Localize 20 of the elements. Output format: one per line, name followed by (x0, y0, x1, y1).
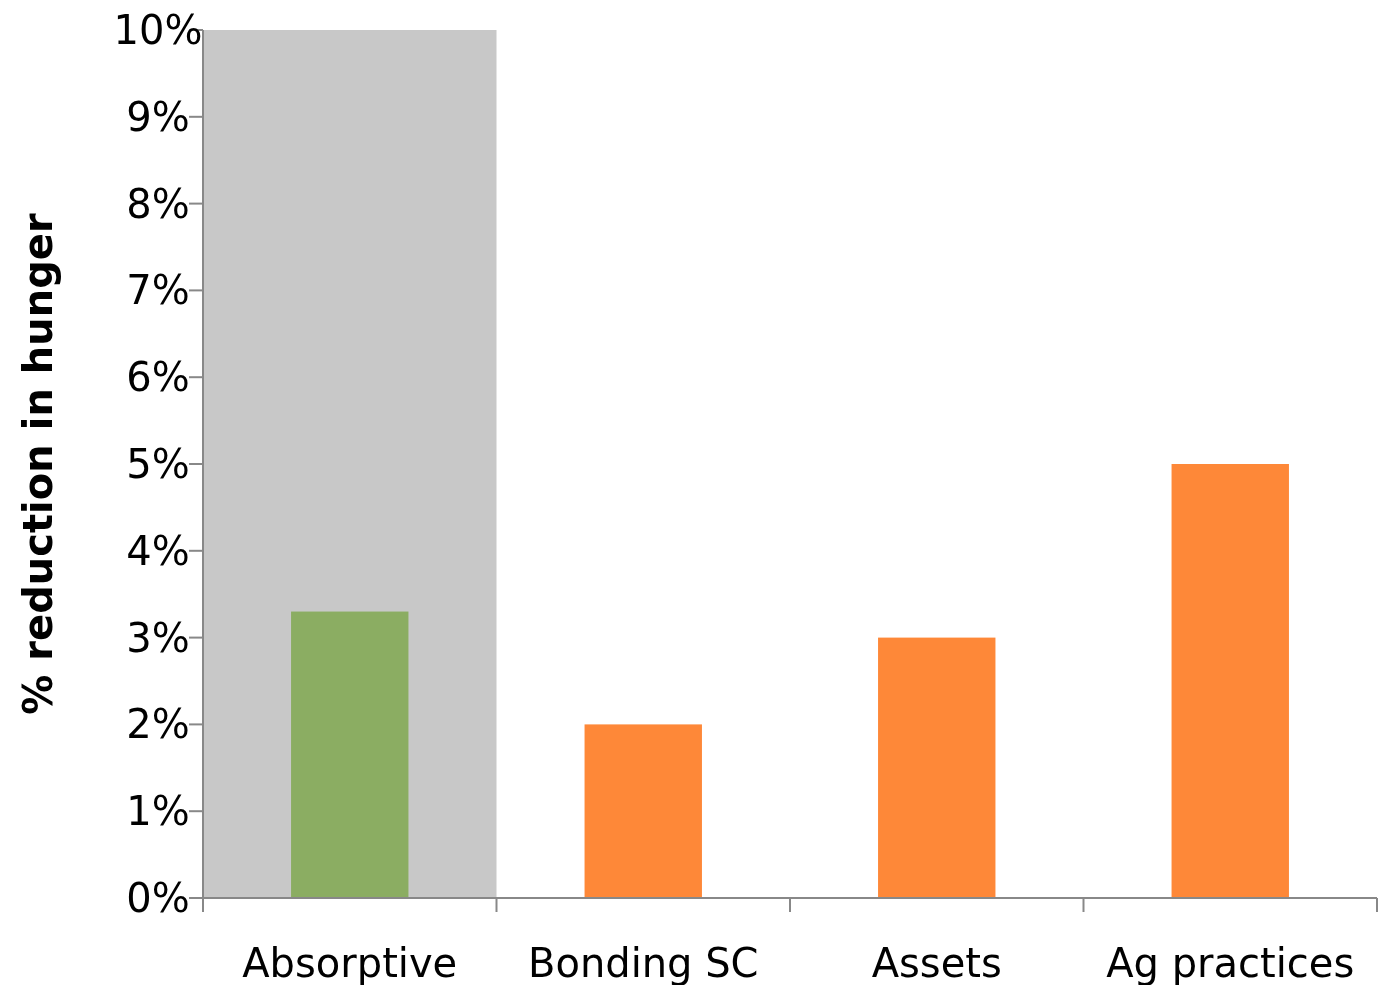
bar (291, 611, 409, 898)
y-tick-label: 1% (126, 788, 190, 835)
bar (1171, 464, 1289, 898)
x-tick-label: Bonding SC (527, 940, 759, 986)
y-tick-label: 4% (126, 527, 190, 574)
y-tick-label: 8% (126, 180, 190, 227)
bar (584, 724, 702, 898)
x-tick-label: Ag practices (1106, 940, 1355, 986)
y-tick-label: 9% (126, 93, 190, 140)
y-tick-label: 6% (126, 354, 190, 401)
y-tick-label: 7% (126, 267, 190, 314)
y-tick-label: 10% (113, 7, 203, 53)
y-tick-label: 3% (126, 614, 190, 661)
y-tick-label: 2% (126, 701, 190, 748)
y-axis-title: % reduction in hunger (15, 213, 61, 715)
bar (878, 637, 996, 898)
y-tick-label: 5% (126, 441, 190, 487)
x-tick-label: Assets (871, 940, 1002, 986)
y-tick-label: 0% (126, 875, 190, 921)
x-tick-label: Absorptive (242, 940, 458, 986)
